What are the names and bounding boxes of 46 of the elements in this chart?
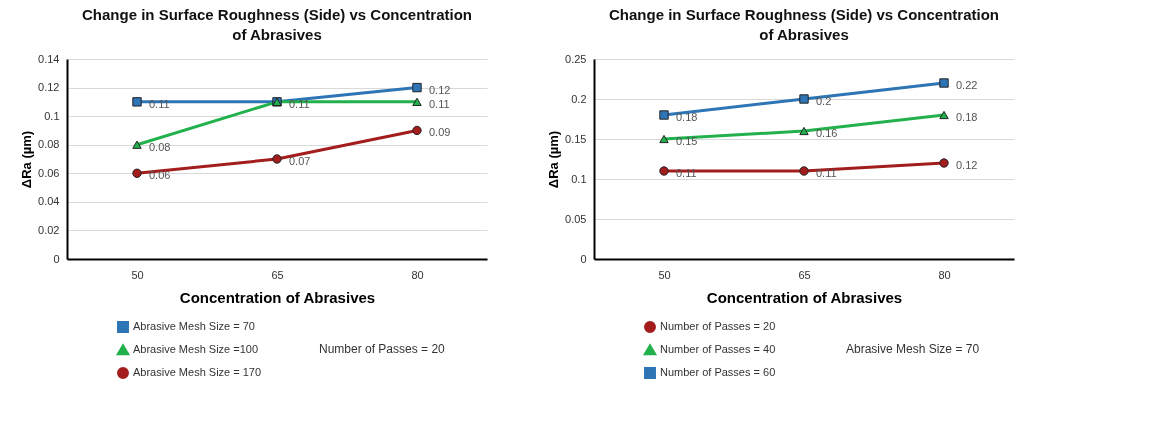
text: Number of Passes = 20	[319, 342, 446, 356]
data-label: 0.06	[149, 169, 171, 182]
data-label: 0.08	[149, 140, 171, 153]
data-label: 0.18	[956, 111, 978, 123]
data-label: 0.12	[956, 159, 978, 171]
x-tick-label: 65	[798, 268, 811, 281]
y-tick-label: 0.02	[38, 223, 60, 236]
x-tick-label: 80	[411, 268, 424, 281]
x-tick-label: 80	[938, 268, 951, 281]
x-axis-title: Concentration of Abrasives	[179, 288, 376, 306]
y-axis-title: ΔRa (µm)	[546, 130, 562, 189]
chart-title: Change in Surface Roughness (Side) vs Concentration of Abrasives	[608, 6, 1000, 43]
y-tick-label: 0.12	[38, 81, 60, 94]
y-tick-label: 0.05	[565, 212, 587, 225]
y-tick-label: 0.04	[38, 195, 60, 208]
legend-label: Abrasive Mesh Size = 70	[133, 320, 255, 332]
legend-label: Number of Passes = 60	[660, 366, 776, 378]
y-tick-label: 0.1	[44, 109, 60, 122]
legend-label: Number of Passes = 40	[660, 343, 776, 355]
data-label: 0.22	[956, 79, 978, 91]
y-tick-label: 0	[580, 252, 587, 265]
data-label: 0.16	[816, 127, 838, 139]
y-tick-label: 0.2	[571, 92, 587, 105]
text: Abrasive Mesh Size = 70	[846, 342, 980, 356]
x-tick-label: 65	[271, 268, 284, 281]
x-axis-title: Concentration of Abrasives	[706, 288, 903, 306]
legend-label: Number of Passes = 20	[660, 320, 776, 332]
data-label: 0.12	[429, 83, 451, 96]
y-axis-title: ΔRa (µm)	[19, 130, 35, 189]
legend-label: Abrasive Mesh Size = 170	[133, 366, 262, 378]
y-tick-label: 0.1	[571, 172, 587, 185]
x-tick-label: 50	[131, 268, 144, 281]
data-label: 0.18	[676, 111, 698, 123]
data-label: 0.2	[816, 95, 832, 107]
y-tick-label: 0.06	[38, 166, 60, 179]
x-tick-label: 50	[658, 268, 671, 281]
y-tick-label: 0.08	[38, 138, 60, 151]
y-tick-label: 0.25	[565, 52, 587, 65]
chart-title: Change in Surface Roughness (Side) vs Concentration of Abrasives	[81, 6, 473, 43]
data-label: 0.11	[429, 97, 450, 110]
y-tick-label: 0.15	[565, 132, 587, 145]
data-label: 0.09	[429, 126, 451, 139]
data-label: 0.07	[289, 155, 311, 167]
y-tick-label: 0.14	[38, 52, 60, 65]
legend-label: Abrasive Mesh Size =100	[133, 343, 259, 355]
y-tick-label: 0	[53, 252, 60, 265]
